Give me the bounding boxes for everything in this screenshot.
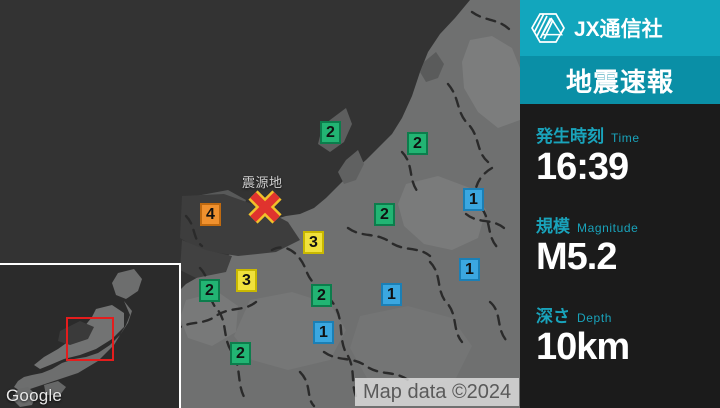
stat-depth: 深さ Depth 10km bbox=[536, 302, 720, 368]
stat-time-label-en: Time bbox=[611, 131, 640, 145]
bay-dark-area-2 bbox=[180, 240, 232, 278]
intensity-marker-4[interactable]: 4 bbox=[200, 203, 221, 226]
alert-bar: 地震速報 bbox=[520, 56, 720, 104]
intensity-marker-2[interactable]: 2 bbox=[311, 284, 332, 307]
map-data-attribution: Map data ©2024 bbox=[355, 378, 520, 406]
minimap-viewport-rect bbox=[66, 317, 114, 361]
offshore-island-b bbox=[338, 150, 364, 184]
minimap-japan-shape bbox=[0, 265, 179, 408]
alert-title: 地震速報 bbox=[565, 66, 674, 97]
intensity-marker-2[interactable]: 2 bbox=[199, 279, 220, 302]
earthquake-stats: 発生時刻 Time 16:39 規模 Magnitude M5.2 深さ Dep… bbox=[520, 104, 720, 368]
epicenter-cross-icon bbox=[248, 190, 282, 224]
intensity-marker-2[interactable]: 2 bbox=[407, 132, 428, 155]
stat-depth-label-ja: 深さ bbox=[536, 306, 570, 326]
map-landmass-layer bbox=[178, 0, 520, 408]
intensity-marker-3[interactable]: 3 bbox=[303, 231, 324, 254]
brand-bar: JX通信社 bbox=[520, 0, 720, 56]
intensity-marker-2[interactable]: 2 bbox=[230, 342, 251, 365]
minimap-google-attribution: Google bbox=[6, 386, 63, 405]
stat-magnitude: 規模 Magnitude M5.2 bbox=[536, 212, 720, 278]
intensity-marker-1[interactable]: 1 bbox=[381, 283, 402, 306]
minimap-shikoku bbox=[44, 381, 66, 395]
intensity-marker-2[interactable]: 2 bbox=[320, 121, 341, 144]
stat-time-label-ja: 発生時刻 bbox=[536, 127, 604, 146]
inland-highlight-d bbox=[350, 306, 472, 390]
stat-depth-label-en: Depth bbox=[577, 310, 613, 325]
epicenter-label: 震源地 bbox=[242, 175, 283, 190]
stat-depth-value: 10km bbox=[536, 325, 630, 368]
intensity-marker-3[interactable]: 3 bbox=[236, 269, 257, 292]
stat-time: 発生時刻 Time 16:39 bbox=[536, 122, 720, 188]
stat-time-label: 発生時刻 Time bbox=[536, 122, 720, 147]
minimap-hokkaido bbox=[112, 269, 142, 299]
intensity-marker-2[interactable]: 2 bbox=[374, 203, 395, 226]
info-panel: JX通信社 地震速報 発生時刻 Time 16:39 規模 Magnitude … bbox=[520, 0, 720, 408]
stat-depth-label: 深さ Depth bbox=[536, 302, 720, 327]
stat-magnitude-label-en: Magnitude bbox=[577, 220, 639, 235]
intensity-marker-1[interactable]: 1 bbox=[459, 258, 480, 281]
stat-magnitude-value: M5.2 bbox=[536, 235, 617, 278]
minimap-honshu bbox=[14, 301, 132, 391]
stat-time-value: 16:39 bbox=[536, 146, 629, 188]
inland-highlight-c bbox=[234, 292, 346, 370]
offshore-island-c bbox=[420, 52, 444, 82]
brand-name: JX通信社 bbox=[574, 18, 663, 41]
intensity-marker-1[interactable]: 1 bbox=[463, 188, 484, 211]
inland-highlight-a bbox=[462, 36, 520, 128]
minimap-kyushu bbox=[12, 387, 36, 407]
overview-minimap[interactable]: Google bbox=[0, 263, 181, 408]
stat-magnitude-label: 規模 Magnitude bbox=[536, 212, 720, 237]
jx-hexagon-logo-icon bbox=[531, 13, 565, 43]
stat-magnitude-label-ja: 規模 bbox=[536, 216, 570, 236]
intensity-marker-1[interactable]: 1 bbox=[313, 321, 334, 344]
